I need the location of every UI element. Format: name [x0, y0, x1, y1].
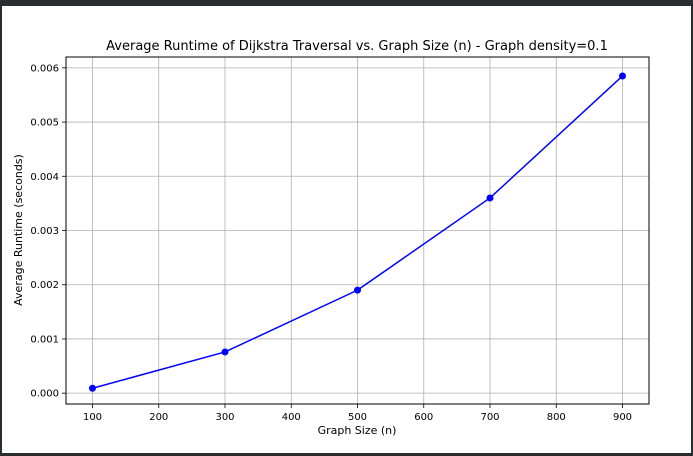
y-tick-label: 0.001 — [30, 334, 59, 345]
y-axis-ticks: 0.000 0.001 0.002 0.003 0.004 0.005 0.006 — [30, 63, 66, 400]
x-tick-label: 500 — [348, 412, 367, 423]
chart-canvas: Average Runtime of Dijkstra Traversal vs… — [2, 6, 691, 453]
plot-area — [65, 56, 650, 405]
x-tick-label: 700 — [480, 412, 499, 423]
x-tick-label: 900 — [613, 412, 632, 423]
y-tick-label: 0.003 — [30, 226, 59, 237]
data-point — [89, 384, 96, 392]
chart-title: Average Runtime of Dijkstra Traversal vs… — [106, 39, 608, 54]
line-chart: Average Runtime of Dijkstra Traversal vs… — [12, 39, 650, 437]
x-axis-label: Graph Size (n) — [318, 424, 397, 437]
y-tick-label: 0.000 — [30, 389, 59, 400]
x-axis-ticks: 100 200 300 400 500 600 700 800 900 — [83, 404, 632, 423]
x-tick-label: 300 — [215, 412, 234, 423]
x-tick-label: 200 — [149, 412, 168, 423]
y-tick-label: 0.004 — [30, 172, 59, 183]
y-tick-label: 0.006 — [30, 63, 59, 74]
data-point — [354, 286, 361, 294]
x-tick-label: 400 — [282, 412, 301, 423]
x-tick-label: 600 — [414, 412, 433, 423]
y-tick-label: 0.005 — [30, 118, 59, 129]
data-point — [619, 72, 626, 80]
x-tick-label: 100 — [83, 412, 102, 423]
data-series — [89, 72, 626, 392]
data-point — [486, 194, 494, 202]
grid-lines — [66, 57, 649, 404]
y-tick-label: 0.002 — [30, 280, 59, 291]
x-tick-label: 800 — [547, 412, 566, 423]
y-axis-label: Average Runtime (seconds) — [12, 154, 25, 306]
data-point — [221, 348, 229, 356]
